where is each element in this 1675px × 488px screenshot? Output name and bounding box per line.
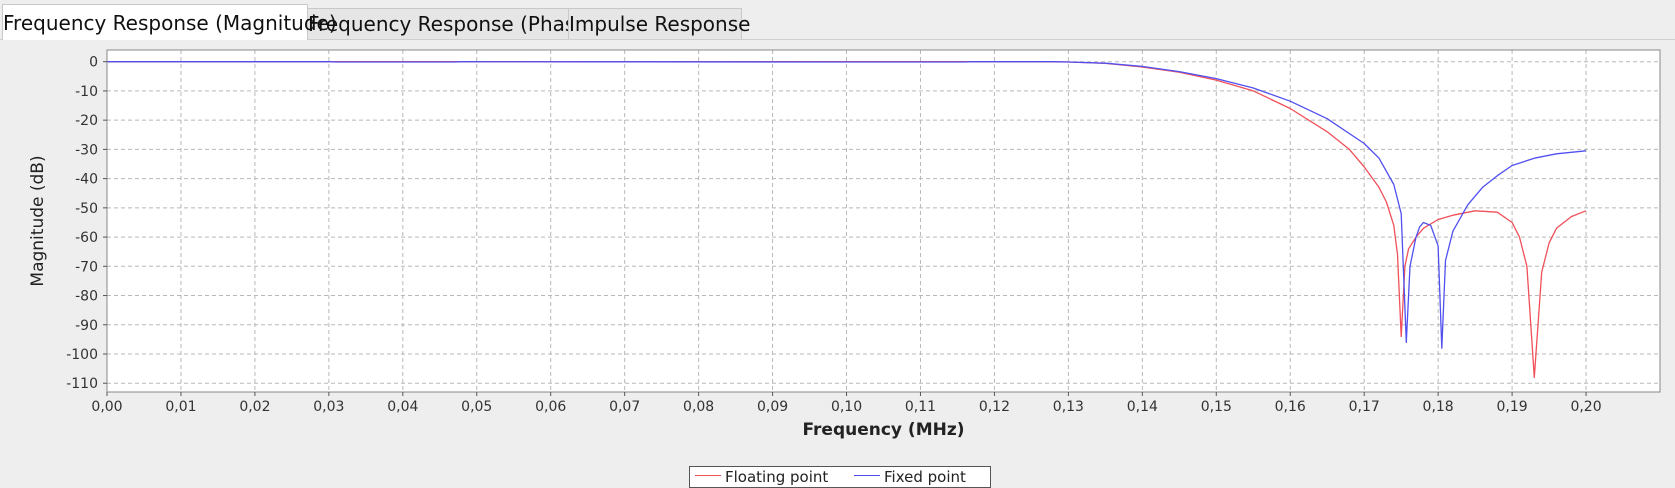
x-tick-label: 0,14: [1127, 399, 1158, 415]
x-tick-label: 0,06: [535, 399, 566, 415]
x-tick-label: 0,18: [1423, 399, 1454, 415]
chart-panel: 0,00 0,01 0,02 0,03 0,04 0,05 0,06 0,07 0,08 0,09…: [0, 40, 1675, 488]
y-axis-label: Magnitude (dB): [28, 155, 48, 286]
x-tick-label: 0,03: [313, 399, 344, 415]
x-tick-label: 0,11: [905, 399, 936, 415]
legend-swatch-floating: [695, 475, 721, 476]
tab-frequency-response-phase[interactable]: Frequency Response (Phase): [307, 8, 595, 40]
legend-label-fixed: Fixed point: [884, 468, 966, 486]
x-tick-label: 0,09: [757, 399, 788, 415]
x-tick-label: 0,19: [1497, 399, 1528, 415]
y-tick-label: -30: [75, 142, 98, 158]
tab-impulse-response[interactable]: Impulse Response: [568, 8, 750, 40]
legend-item-fixed-point: Fixed point: [854, 467, 966, 487]
y-tick-label: -60: [75, 230, 98, 246]
magnitude-chart: 0,00 0,01 0,02 0,03 0,04 0,05 0,06 0,07 0,08 0,09…: [28, 49, 1661, 440]
y-tick-label: -20: [75, 113, 98, 129]
x-tick-label: 0,10: [831, 399, 862, 415]
x-tick-label: 0,16: [1275, 399, 1306, 415]
tab-divider: [0, 39, 1675, 40]
legend-item-floating-point: Floating point: [695, 467, 828, 487]
y-tick-label: -80: [75, 289, 98, 305]
grid: [106, 50, 1660, 392]
legend-swatch-fixed: [854, 475, 880, 476]
ticks: 0,00 0,01 0,02 0,03 0,04 0,05 0,06 0,07 0,08 0,09…: [66, 55, 1601, 415]
x-tick-label: 0,07: [609, 399, 640, 415]
plot-border: [106, 49, 1661, 393]
y-tick-label: -90: [75, 318, 98, 334]
tab-frequency-response-magnitude[interactable]: Frequency Response (Magnitude): [2, 4, 337, 40]
series-line-floating-point: [107, 61, 1587, 379]
y-tick-label: -100: [66, 347, 98, 363]
y-tick-label: -70: [75, 259, 98, 275]
tab-bar: Frequency Response (Magnitude) Frequency…: [0, 0, 1675, 40]
x-tick-label: 0,13: [1053, 399, 1084, 415]
y-tick-label: -50: [75, 201, 98, 217]
x-tick-label: 0,17: [1349, 399, 1380, 415]
x-tick-label: 0,01: [165, 399, 196, 415]
x-tick-label: 0,20: [1570, 399, 1601, 415]
x-tick-label: 0,00: [91, 399, 122, 415]
series-line-fixed-point: [107, 61, 1587, 349]
legend: Floating point Fixed point: [689, 466, 991, 488]
x-tick-label: 0,04: [387, 399, 418, 415]
x-tick-label: 0,12: [979, 399, 1010, 415]
y-tick-label: -10: [75, 84, 98, 100]
y-tick-label: -40: [75, 172, 98, 188]
x-tick-label: 0,05: [461, 399, 492, 415]
x-tick-label: 0,02: [239, 399, 270, 415]
x-tick-label: 0,15: [1201, 399, 1232, 415]
legend-label-floating: Floating point: [725, 468, 829, 486]
plot-area: [107, 50, 1660, 392]
series-layer: [107, 61, 1587, 379]
y-tick-label: -110: [66, 376, 98, 392]
x-axis-label: Frequency (MHz): [803, 420, 965, 440]
y-tick-label: 0: [89, 55, 98, 71]
x-tick-label: 0,08: [683, 399, 714, 415]
